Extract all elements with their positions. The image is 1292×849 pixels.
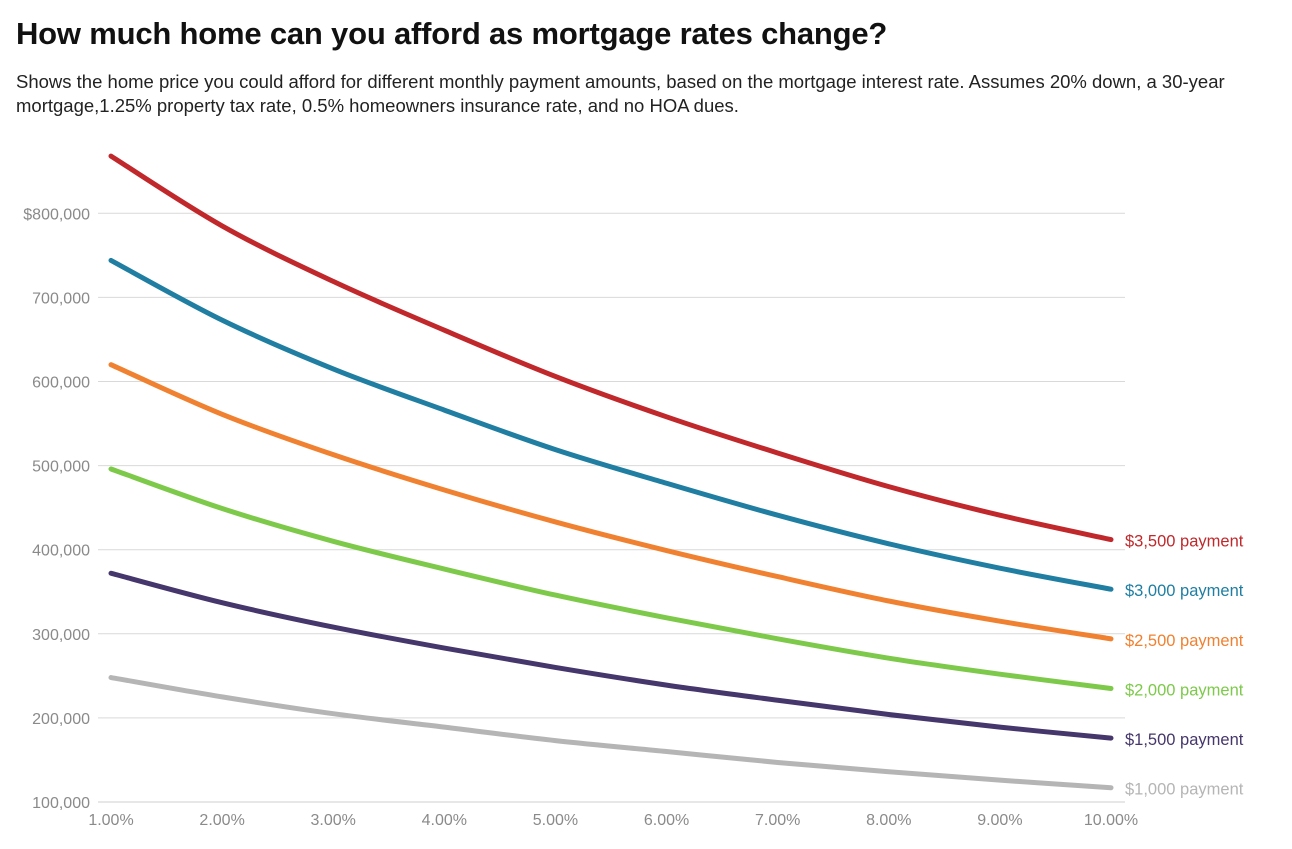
x-tick-label: 8.00% — [866, 812, 911, 829]
series-labels: $3,500 payment $3,000 payment $2,500 payme… — [1125, 533, 1244, 799]
series-line-1-000-payment — [108, 675, 1114, 791]
x-tick-label: 3.00% — [311, 812, 356, 829]
y-tick-label: $800,000 — [23, 206, 90, 223]
y-tick-label: 400,000 — [32, 543, 90, 560]
series-lines — [108, 153, 1114, 791]
series-line-3-500-payment — [108, 153, 1114, 543]
chart-subtitle: Shows the home price you could afford fo… — [16, 71, 1225, 116]
x-tick-label: 10.00% — [1084, 812, 1138, 829]
x-tick-label: 6.00% — [644, 812, 689, 829]
x-tick-label: 5.00% — [533, 812, 578, 829]
y-tick-label: 500,000 — [32, 459, 90, 476]
x-tick-label: 4.00% — [422, 812, 467, 829]
y-tick-label: 700,000 — [32, 290, 90, 307]
y-tick-label: 100,000 — [32, 795, 90, 812]
series-label-3-500-payment: $3,500 payment — [1125, 533, 1244, 551]
x-tick-label: 7.00% — [755, 812, 800, 829]
series-label-2-000-payment: $2,000 payment — [1125, 681, 1244, 699]
series-label-2-500-payment: $2,500 payment — [1125, 632, 1244, 650]
series-line-1-500-payment — [108, 570, 1114, 741]
series-label-1-000-payment: $1,000 payment — [1125, 781, 1244, 799]
series-line-3-000-payment — [108, 257, 1114, 592]
axes: 100,000 200,000 300,000 400,000 500,000 600,0… — [23, 206, 1138, 829]
series-label-1-500-payment: $1,500 payment — [1125, 731, 1244, 749]
y-tick-label: 300,000 — [32, 627, 90, 644]
y-tick-label: 200,000 — [32, 711, 90, 728]
chart-title: How much home can you afford as mortgage… — [16, 16, 888, 51]
gridlines — [98, 212, 1125, 803]
x-tick-label: 2.00% — [199, 812, 244, 829]
series-line-2-500-payment — [108, 362, 1114, 642]
series-label-3-000-payment: $3,000 payment — [1125, 582, 1244, 600]
x-tick-label: 1.00% — [88, 812, 133, 829]
x-tick-label: 9.00% — [977, 812, 1022, 829]
y-tick-label: 600,000 — [32, 375, 90, 392]
series-line-2-000-payment — [108, 466, 1114, 691]
